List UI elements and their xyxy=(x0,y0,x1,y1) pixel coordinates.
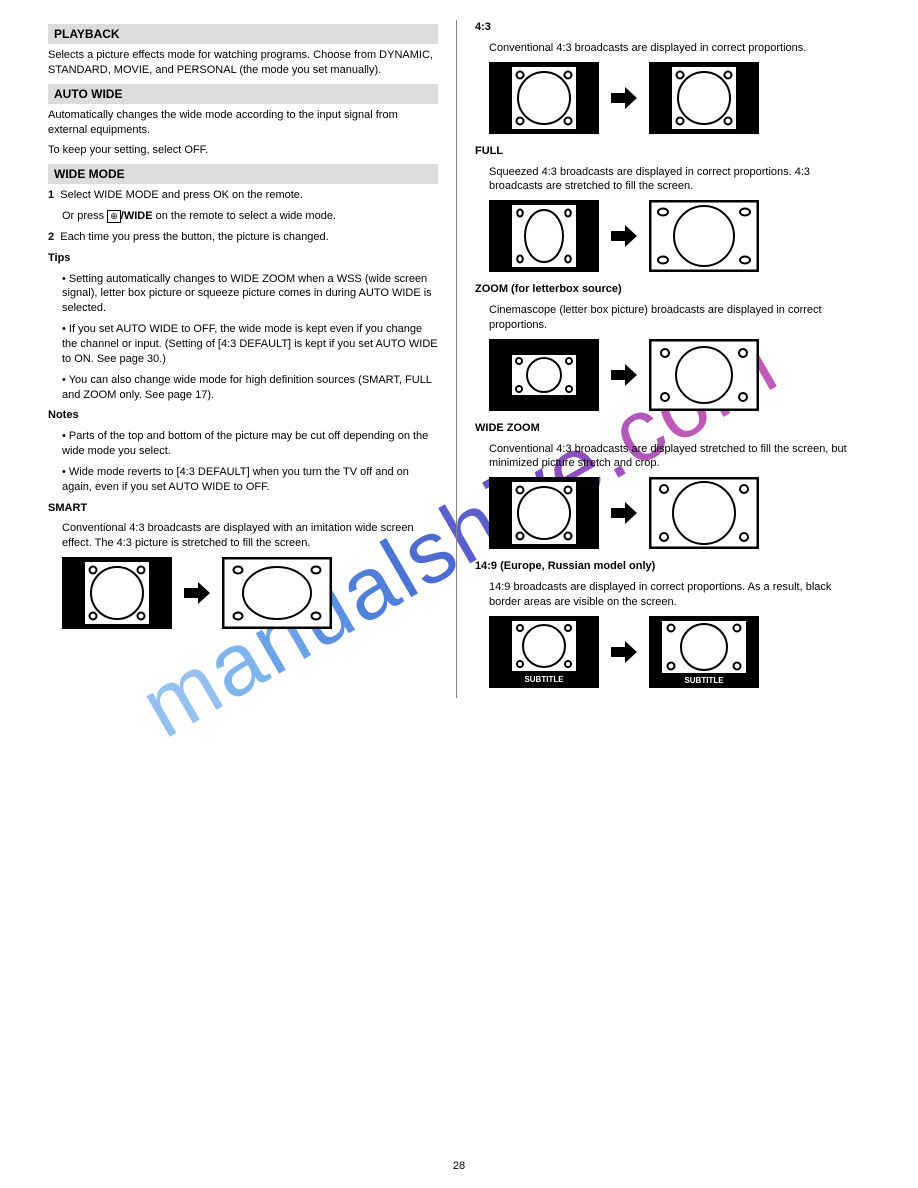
wz-before-icon xyxy=(489,477,599,549)
full-before-icon xyxy=(489,200,599,272)
note-2: • Wide mode reverts to [4:3 DEFAULT] whe… xyxy=(48,465,438,495)
tip-3: • You can also change wide mode for high… xyxy=(48,373,438,403)
mode-149-title: 14:9 (Europe, Russian model only) xyxy=(475,559,865,574)
diagram-149: SUBTITLE SUBTITLE xyxy=(489,616,865,688)
tip-2: • If you set AUTO WIDE to OFF, the wide … xyxy=(48,322,438,367)
or-lead: Or press xyxy=(62,210,107,222)
autowide-p2: To keep your setting, select OFF. xyxy=(48,143,438,158)
after-icon-text: on the remote to select a wide mode. xyxy=(156,210,336,222)
mode-full-desc: Squeezed 4:3 broadcasts are displayed in… xyxy=(475,165,865,195)
diagram-widezoom xyxy=(489,477,865,549)
notes-head: Notes xyxy=(48,408,438,423)
tips-head: Tips xyxy=(48,251,438,266)
mode-smart-desc: Conventional 4:3 broadcasts are displaye… xyxy=(48,521,438,551)
widemode-step2-text: Each time you press the button, the pict… xyxy=(60,231,328,243)
mode-43-title: 4:3 xyxy=(475,20,865,35)
arrow-icon xyxy=(611,87,637,109)
subtitle-label-left: SUBTITLE xyxy=(524,675,564,684)
mode-widezoom-title: WIDE ZOOM xyxy=(475,421,865,436)
mode-zoom-desc: Cinemascope (letter box picture) broadca… xyxy=(475,303,865,333)
subtitle-label-right: SUBTITLE xyxy=(684,676,724,685)
widemode-step1: 1 Select WIDE MODE and press OK on the r… xyxy=(48,188,438,203)
mode-full-title: FULL xyxy=(475,144,865,159)
mode-43-desc: Conventional 4:3 broadcasts are displaye… xyxy=(475,41,865,56)
arrow-icon xyxy=(611,225,637,247)
widemode-orline: Or press /WIDE on the remote to select a… xyxy=(48,209,438,224)
page-number: 28 xyxy=(453,1160,465,1172)
full-after-icon xyxy=(649,200,759,272)
m149-before-icon: SUBTITLE xyxy=(489,616,599,688)
arrow-icon xyxy=(611,641,637,663)
wide-button-icon xyxy=(107,210,121,223)
smart-after-icon xyxy=(222,557,332,629)
m43-after-icon xyxy=(649,62,759,134)
mode-149-desc: 14:9 broadcasts are displayed in correct… xyxy=(475,580,865,610)
right-column: 4:3 Conventional 4:3 broadcasts are disp… xyxy=(475,20,865,698)
autowide-p1: Automatically changes the wide mode acco… xyxy=(48,108,438,138)
section-autowide: AUTO WIDE xyxy=(48,84,438,104)
wide-label: /WIDE xyxy=(121,210,153,222)
mode-widezoom-desc: Conventional 4:3 broadcasts are displaye… xyxy=(475,442,865,472)
diagram-43 xyxy=(489,62,865,134)
m149-after-icon: SUBTITLE xyxy=(649,616,759,688)
mode-zoom-title: ZOOM (for letterbox source) xyxy=(475,282,865,297)
mode-smart-title: SMART xyxy=(48,501,438,516)
wz-after-icon xyxy=(649,477,759,549)
arrow-icon xyxy=(184,582,210,604)
section-playback: PLAYBACK xyxy=(48,24,438,44)
diagram-smart xyxy=(62,557,438,629)
section-widemode: WIDE MODE xyxy=(48,164,438,184)
widemode-step2: 2 Each time you press the button, the pi… xyxy=(48,230,438,245)
column-divider xyxy=(456,20,457,698)
arrow-icon xyxy=(611,502,637,524)
smart-before-icon xyxy=(62,557,172,629)
diagram-full xyxy=(489,200,865,272)
widemode-step1-text: Select WIDE MODE and press OK on the rem… xyxy=(60,189,303,201)
zoom-after-icon xyxy=(649,339,759,411)
m43-before-icon xyxy=(489,62,599,134)
note-1: • Parts of the top and bottom of the pic… xyxy=(48,429,438,459)
diagram-zoom xyxy=(489,339,865,411)
playback-desc: Selects a picture effects mode for watch… xyxy=(48,48,438,78)
tip-1: • Setting automatically changes to WIDE … xyxy=(48,272,438,317)
arrow-icon xyxy=(611,364,637,386)
left-column: PLAYBACK Selects a picture effects mode … xyxy=(48,20,438,698)
zoom-before-icon xyxy=(489,339,599,411)
